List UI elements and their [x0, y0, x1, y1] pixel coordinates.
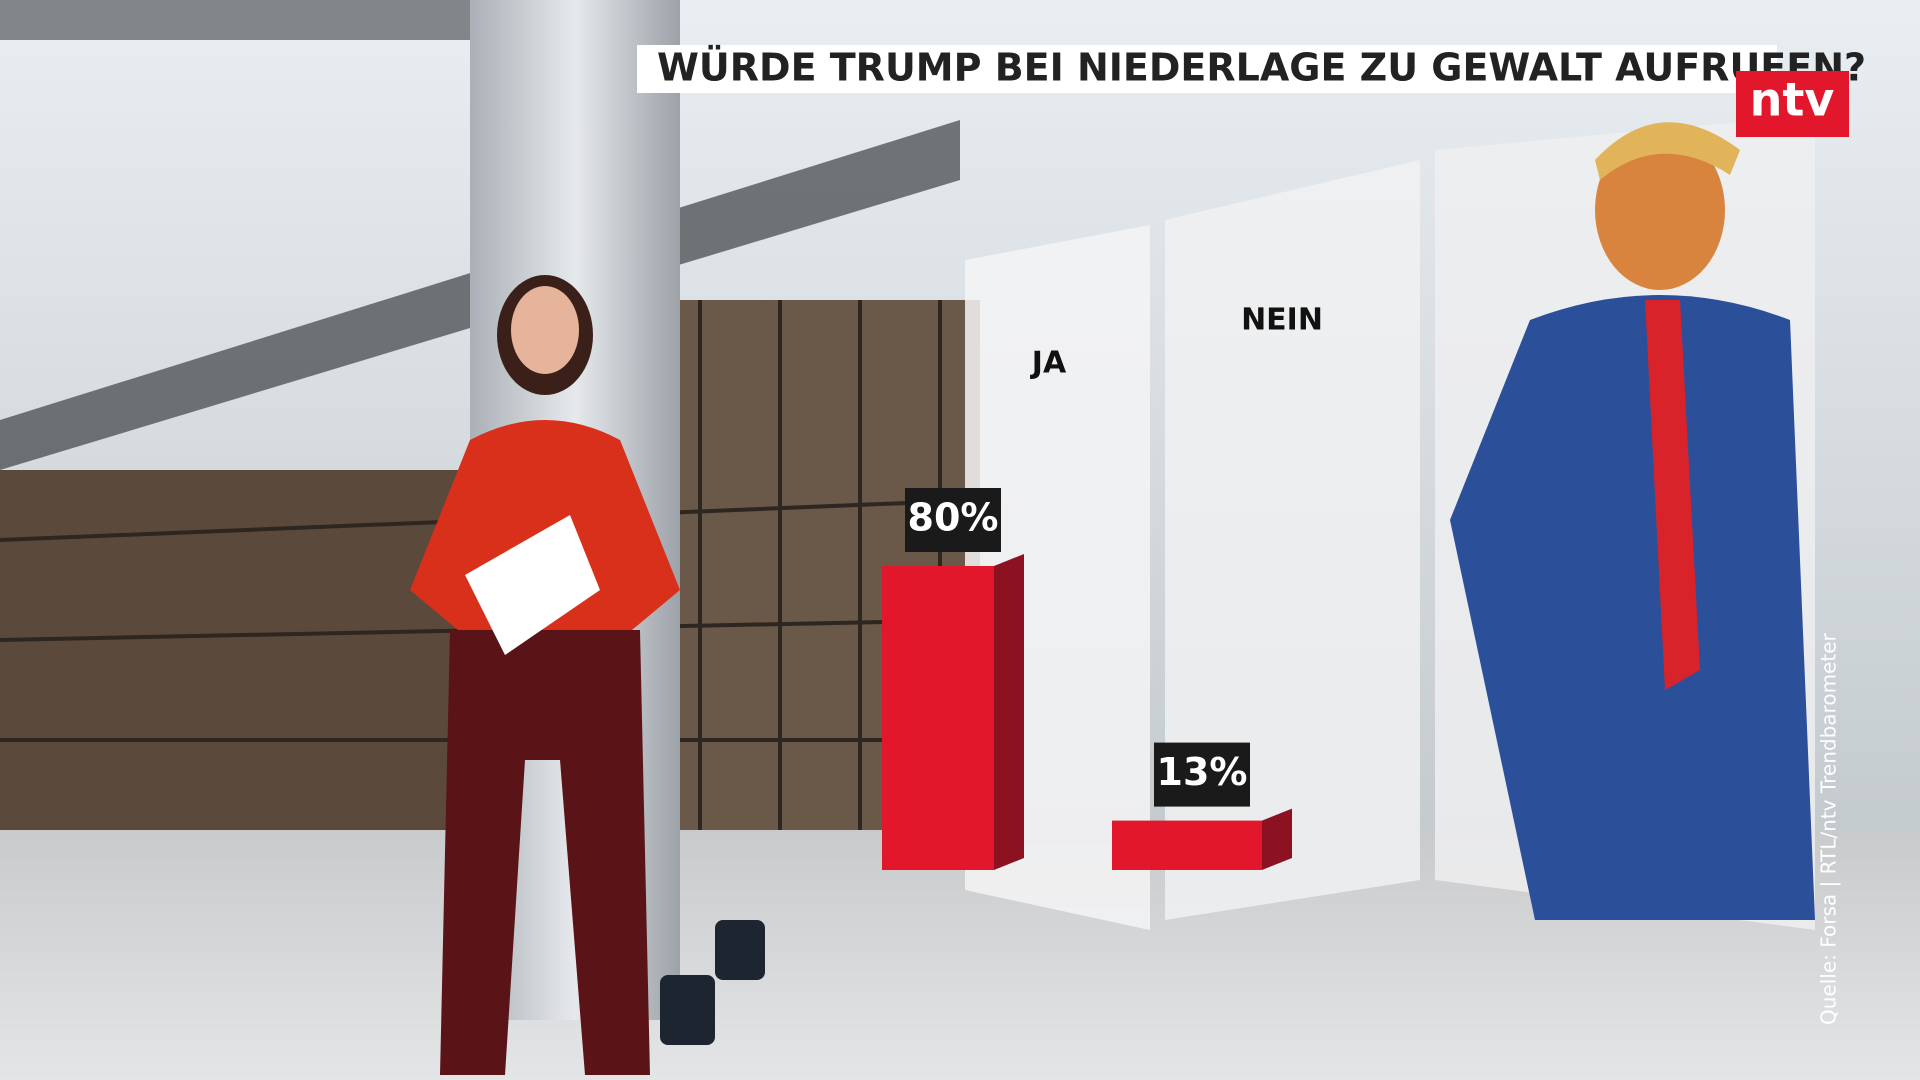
bar-side — [1262, 808, 1292, 870]
value-label-box — [905, 488, 1001, 552]
value-label: 80% — [908, 496, 999, 540]
value-label-box — [1154, 742, 1250, 807]
category-label: NEIN — [1241, 303, 1323, 338]
title-bar — [637, 45, 1777, 93]
stage-lights — [660, 920, 765, 1045]
logo-box — [1736, 71, 1849, 137]
bar-side — [994, 554, 1024, 870]
logo: ntv — [1750, 73, 1835, 127]
presenter — [410, 275, 680, 1075]
bar — [1112, 820, 1262, 870]
bar — [882, 566, 994, 870]
source: Quelle: Forsa | RTL/ntv Trendbarometer — [1817, 632, 1841, 1025]
chart-title: WÜRDE TRUMP BEI NIEDERLAGE ZU GEWALT AUF… — [657, 46, 1866, 90]
category-label: JA — [1030, 346, 1067, 381]
trump-photo — [1450, 122, 1815, 920]
value-label: 13% — [1157, 750, 1248, 794]
chart: 80% JA 13% NEIN — [882, 303, 1323, 870]
